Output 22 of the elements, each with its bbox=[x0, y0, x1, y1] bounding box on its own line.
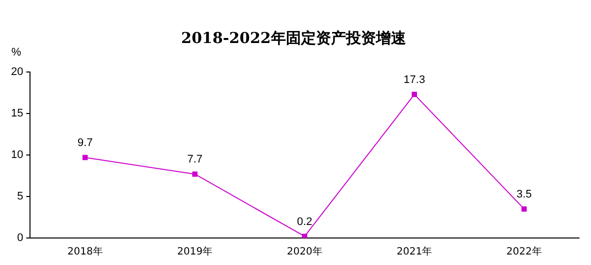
y-tick-label: 10 bbox=[10, 149, 24, 162]
x-tick-label: 2021年 bbox=[396, 246, 432, 258]
y-tick-label: 0 bbox=[17, 232, 24, 244]
point bbox=[412, 92, 417, 98]
point bbox=[192, 171, 198, 177]
point bbox=[522, 206, 527, 212]
x-tick-label: 2018年 bbox=[67, 246, 103, 258]
y-axis-title: % bbox=[11, 46, 22, 59]
data-label: 3.5 bbox=[516, 188, 532, 200]
data-label: 0.2 bbox=[296, 216, 312, 228]
data-label: 17.3 bbox=[404, 74, 426, 86]
y-tick-label: 20 bbox=[10, 66, 24, 78]
data-label: 7.7 bbox=[187, 154, 203, 166]
x-tick-label: 2022年 bbox=[506, 246, 542, 258]
x-tick-label: 2019年 bbox=[177, 246, 213, 258]
y-tick-label: 5 bbox=[17, 190, 24, 203]
point bbox=[302, 234, 308, 238]
data-label: 9.7 bbox=[77, 137, 93, 150]
x-tick-label: 2020年 bbox=[286, 246, 322, 258]
point bbox=[82, 154, 88, 160]
chart-title: 2018-2022年固定资产投资增速 bbox=[181, 28, 407, 47]
y-tick-label: 15 bbox=[10, 108, 24, 120]
